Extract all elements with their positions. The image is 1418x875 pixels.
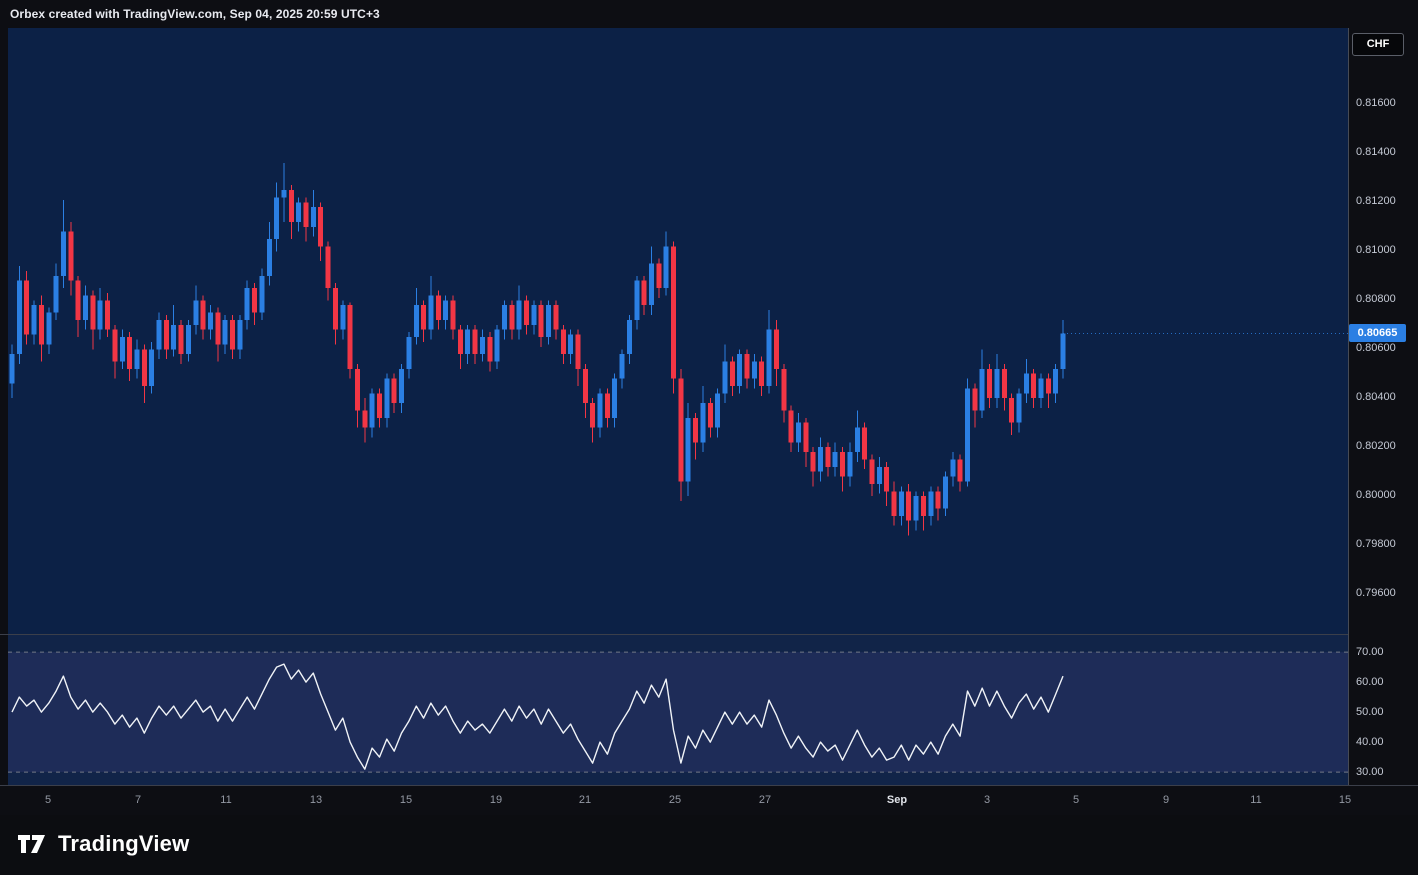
tradingview-wordmark: TradingView — [58, 831, 190, 856]
time-axis-label: 11 — [220, 794, 232, 806]
rsi-pane[interactable] — [8, 635, 1348, 785]
time-axis[interactable]: 5 7 11 13 15 19 21 25 27 Sep 3 5 9 11 15 — [0, 785, 1418, 815]
time-axis-label: 3 — [983, 794, 991, 806]
price-axis-label: 0.79800 — [1356, 538, 1396, 550]
price-axis-label: 0.80800 — [1356, 293, 1396, 305]
rsi-plot[interactable] — [8, 635, 1348, 785]
price-axis-label: 0.81200 — [1356, 195, 1396, 207]
time-axis-label: 15 — [1338, 794, 1352, 806]
tradingview-logo-icon[interactable] — [18, 832, 48, 856]
time-axis-label: 11 — [1250, 794, 1262, 806]
rsi-axis-label: 50.00 — [1356, 706, 1384, 718]
price-axis-label: 0.80000 — [1356, 489, 1396, 501]
price-axis-label: 0.80200 — [1356, 440, 1396, 452]
time-axis-label: 7 — [134, 794, 142, 806]
time-axis-label: 21 — [578, 794, 592, 806]
last-price-badge: 0.80665 — [1349, 324, 1406, 342]
chart-attribution-title: Orbex created with TradingView.com, Sep … — [10, 7, 380, 21]
pane-separator[interactable] — [0, 634, 1418, 635]
price-scale-border — [1348, 28, 1349, 815]
price-axis-label: 0.80400 — [1356, 391, 1396, 403]
rsi-axis-label: 30.00 — [1356, 766, 1384, 778]
price-axis-label: 0.79600 — [1356, 587, 1396, 599]
currency-toggle-button[interactable]: CHF — [1352, 33, 1404, 56]
time-axis-label: Sep — [886, 794, 908, 806]
time-axis-label: 5 — [1072, 794, 1080, 806]
time-axis-label: 27 — [758, 794, 772, 806]
time-axis-label: 13 — [309, 794, 323, 806]
price-axis-label: 0.81600 — [1356, 97, 1396, 109]
price-axis-label: 0.80600 — [1356, 342, 1396, 354]
time-axis-label: 15 — [399, 794, 413, 806]
header-bar: Orbex created with TradingView.com, Sep … — [0, 0, 1418, 28]
price-axis-label: 0.81000 — [1356, 244, 1396, 256]
time-axis-label: 9 — [1162, 794, 1170, 806]
price-pane[interactable] — [8, 28, 1348, 635]
price-axis-label: 0.81400 — [1356, 146, 1396, 158]
tradingview-brand-link[interactable]: TradingView — [18, 831, 189, 857]
price-axis[interactable]: 0.80665 0.81600 0.81400 0.81200 0.81000 0.80… — [1349, 28, 1418, 785]
candlestick-plot[interactable] — [8, 28, 1348, 635]
time-axis-label: 5 — [44, 794, 52, 806]
footer-bar: TradingView — [0, 815, 1418, 875]
rsi-axis-label: 70.00 — [1356, 646, 1384, 658]
time-axis-label: 19 — [489, 794, 503, 806]
rsi-axis-label: 40.00 — [1356, 736, 1384, 748]
time-axis-label: 25 — [668, 794, 682, 806]
rsi-axis-label: 60.00 — [1356, 676, 1384, 688]
